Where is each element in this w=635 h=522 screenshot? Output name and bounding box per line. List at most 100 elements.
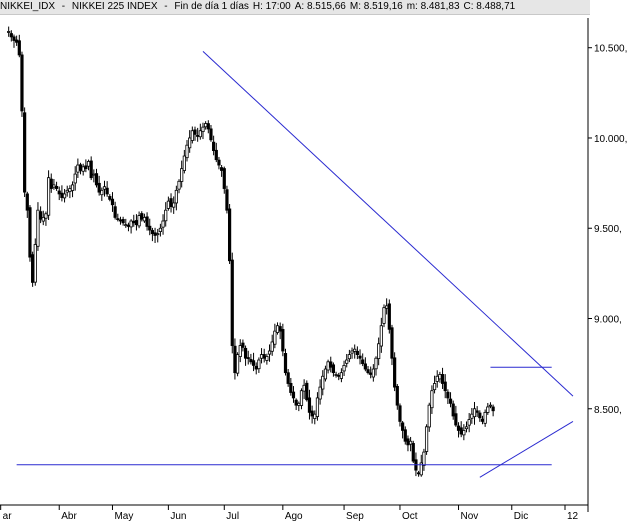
candle [273,323,277,349]
candle [86,159,91,171]
candle-body-down [169,198,173,207]
candle-body-up [70,184,75,191]
candle-body-up [161,220,165,228]
candle-body-down [454,413,458,426]
candle [212,135,216,156]
candle [305,380,309,402]
candle-body-up [430,390,434,409]
candle-body-down [49,178,53,189]
candle-body-down [390,327,394,359]
candle-body-down [491,406,495,412]
candle [46,170,51,220]
candle [480,415,485,425]
candle-body-down [12,36,16,41]
candle [299,388,304,410]
candle-body-down [456,425,461,431]
candle [262,348,266,363]
candle-body-down [363,363,367,370]
candle [291,386,296,403]
candle-body-up [371,368,375,378]
candle [23,107,27,198]
candle [310,405,314,424]
candle [116,213,120,222]
candle [84,159,88,173]
candle [233,338,237,380]
candle [419,454,423,477]
candle-body-up [86,161,91,167]
candle [68,185,72,199]
candle-body-up [62,193,67,199]
candle-body-up [467,419,471,426]
candle [470,408,474,424]
candle-body-down [403,429,407,442]
candle-body-up [379,325,383,347]
candle-body-down [132,220,136,224]
candle [251,352,256,372]
candle-body-up [321,375,325,390]
candle [140,211,144,222]
candle [73,166,77,191]
candle [430,385,434,414]
candle [238,339,242,363]
candle [353,344,357,359]
candle [177,179,181,194]
candle-body-up [177,180,181,190]
candle [150,227,155,242]
candle-body-down [220,167,224,171]
candle [227,204,232,264]
candle-body-down [401,422,405,431]
candle [347,349,351,363]
candle-body-down [20,54,24,112]
candle-body-up [81,166,85,172]
candle [462,424,466,441]
candle [39,206,43,224]
chart-header: NIKKEI_IDX - NIKKEI 225 INDEX - Fin de d… [0,0,590,15]
candle-body-down [150,230,155,235]
candle [185,140,189,162]
candle-body-down [126,224,131,227]
candle-body-down [31,254,35,283]
candle-body-down [475,410,479,413]
candle [345,353,349,368]
candle-body-down [291,391,296,399]
candle [403,426,407,445]
candle [331,362,336,377]
candle [289,377,293,396]
candle-body-down [212,141,216,152]
candle-body-up [100,189,104,196]
candle-body-up [46,177,51,216]
candle-body-down [358,355,362,359]
candle [196,127,200,142]
candle [363,357,367,372]
x-tick-label: Jun [170,511,186,522]
x-tick-label: 12 [567,511,579,522]
x-tick-label: Sep [346,511,364,522]
candle [102,180,107,197]
candle-body-down [230,259,234,346]
candle-body-down [289,382,293,393]
candle [54,181,59,191]
candle-body-up [156,233,160,236]
candle [60,185,64,202]
candle-body-up [36,209,40,247]
candle-body-up [419,462,423,476]
candle [472,401,477,425]
candle [220,164,224,177]
candle [398,403,402,427]
candle [448,392,453,408]
candle-body-up [44,213,48,219]
candle [188,130,192,153]
candle [36,202,40,251]
candle [323,365,328,382]
candle-body-up [65,189,69,193]
candle [7,26,11,37]
candle-body-up [435,375,439,382]
candle [254,362,258,375]
candle [491,404,495,417]
candle-body-up [342,365,346,372]
candle-body-up [464,426,469,430]
candle-body-down [331,364,336,374]
x-tick-label: Ago [285,511,303,522]
candle [235,352,240,377]
